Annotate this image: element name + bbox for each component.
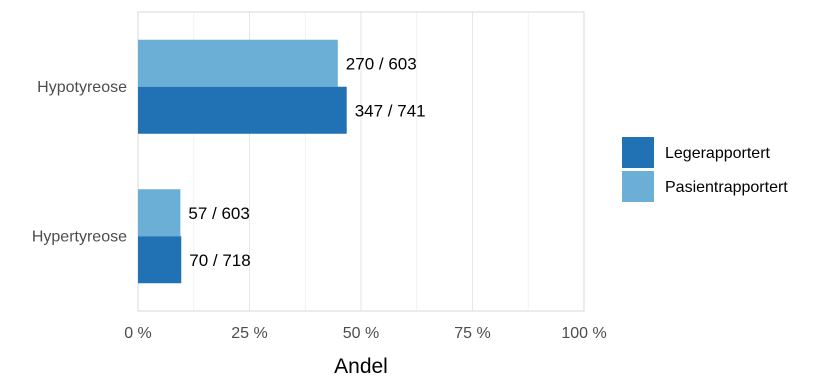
bar-pasientrapportert <box>138 189 181 237</box>
legend-swatch <box>622 171 654 202</box>
bar-legerapportert <box>138 236 182 284</box>
x-tick-label: 50 % <box>343 325 379 342</box>
x-tick-label: 100 % <box>561 325 606 342</box>
bars <box>138 39 347 284</box>
legend-label: Pasientrapportert <box>665 179 788 196</box>
category-label: Hypertyreose <box>32 228 127 245</box>
x-axis-title: Andel <box>334 355 388 378</box>
bar-value-label: 270 / 603 <box>346 54 417 73</box>
x-tick-label: 0 % <box>124 325 152 342</box>
legend-label: Legerapportert <box>665 145 771 162</box>
bar-value-label: 347 / 741 <box>355 101 426 120</box>
bar-legerapportert <box>138 86 347 134</box>
bar-value-labels: 270 / 603 347 / 741 57 / 603 70 / 718 <box>188 54 425 270</box>
category-labels: Hypotyreose Hypertyreose <box>32 79 127 246</box>
category-label: Hypotyreose <box>37 79 127 96</box>
legend: Legerapportert Pasientrapportert <box>622 137 788 202</box>
plot-panel-border <box>137 11 585 312</box>
x-axis-ticks: 0 % 25 % 50 % 75 % 100 % <box>124 325 606 342</box>
bar-value-label: 70 / 718 <box>189 251 250 270</box>
bar-value-label: 57 / 603 <box>188 204 249 223</box>
x-tick-label: 25 % <box>231 325 267 342</box>
bar-pasientrapportert <box>138 39 338 87</box>
legend-swatch <box>622 137 654 168</box>
x-tick-label: 75 % <box>454 325 490 342</box>
